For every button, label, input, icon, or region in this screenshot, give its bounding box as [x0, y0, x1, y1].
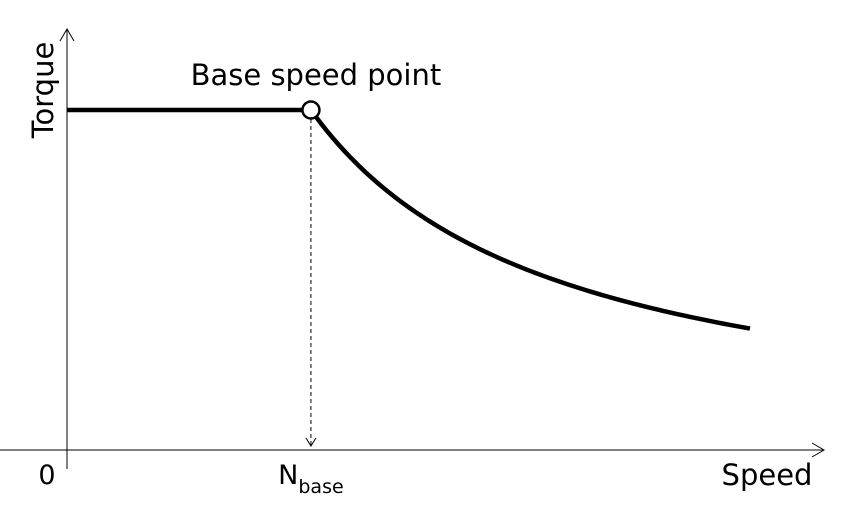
base-speed-point-marker [301, 100, 321, 120]
base-speed-point-annotation: Base speed point [191, 58, 442, 92]
torque-curve-line [67, 107, 751, 331]
x-tick-main: N [278, 460, 298, 491]
base-speed-dropline-arrow [305, 437, 317, 447]
origin-label: 0 [38, 460, 55, 491]
y-axis-label: Torque [26, 42, 60, 140]
x-axis-arrow [811, 442, 825, 458]
x-tick-subscript: base [298, 476, 343, 498]
x-tick-label-nbase: Nbase [278, 460, 344, 498]
x-axis-label: Speed [722, 458, 813, 492]
y-axis-arrow [59, 28, 75, 42]
